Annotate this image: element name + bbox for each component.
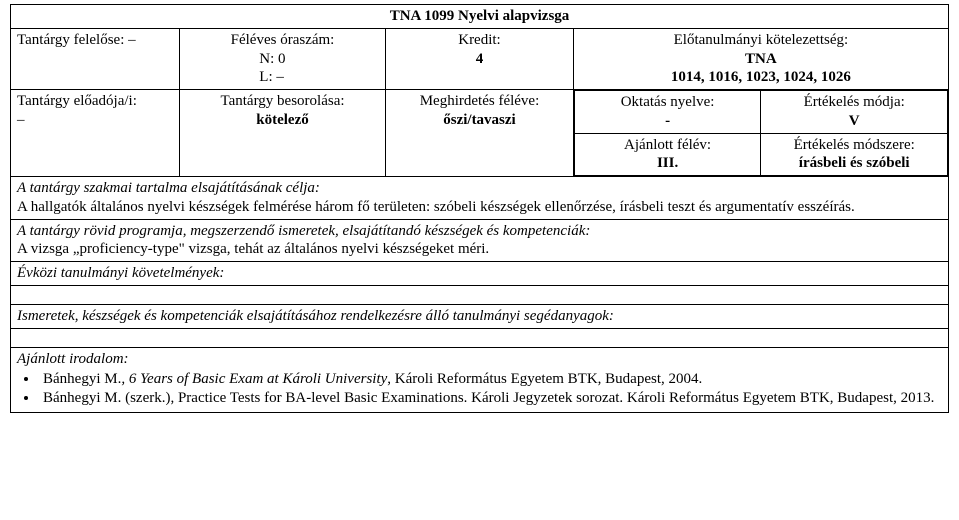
prereq-line1: TNA <box>580 50 942 69</box>
literature-list: Bánhegyi M., 6 Years of Basic Exam at Ká… <box>39 370 942 408</box>
lit-author: Bánhegyi M. <box>43 371 121 387</box>
classification-cell: Tantárgy besorolása: kötelező <box>179 90 385 177</box>
semester-cell: Ajánlott félév: III. <box>574 133 761 176</box>
lit-rest: , Károli Református Egyetem BTK, Budapes… <box>387 371 702 387</box>
assess-method-cell: Értékelés módszere: írásbeli és szóbeli <box>761 133 948 176</box>
announce-cell: Meghirdetés féléve: őszi/tavaszi <box>386 90 574 177</box>
semester-value: III. <box>581 154 755 173</box>
program-text: A vizsga „proficiency-type" vizsga, tehá… <box>17 240 942 259</box>
semester-label: Ajánlott félév: <box>581 136 755 155</box>
responsible-label: Tantárgy felelőse: – <box>17 32 136 48</box>
midterm-heading: Évközi tanulmányi követelmények: <box>17 265 224 281</box>
classification-label: Tantárgy besorolása: <box>186 92 379 111</box>
credit-label: Kredit: <box>392 31 567 50</box>
aim-cell: A tantárgy szakmai tartalma elsajátításá… <box>11 177 949 220</box>
prereq-line2: 1014, 1016, 1023, 1024, 1026 <box>580 68 942 87</box>
assess-method-label: Értékelés módszere: <box>767 136 941 155</box>
course-table: TNA 1099 Nyelvi alapvizsga Tantárgy fele… <box>10 4 949 413</box>
language-value: - <box>581 112 755 131</box>
classification-value: kötelező <box>186 111 379 130</box>
hours-n: N: 0 <box>259 51 285 67</box>
announce-label: Meghirdetés féléve: <box>392 92 567 111</box>
prereq-cell: Előtanulmányi kötelezettség: TNA 1014, 1… <box>573 28 948 89</box>
lecturer-label: Tantárgy előadója/i: <box>17 92 173 111</box>
materials-cell: Ismeretek, készségek és kompetenciák els… <box>11 304 949 328</box>
assess-mode-cell: Értékelés módja: V <box>761 91 948 134</box>
credit-cell: Kredit: 4 <box>386 28 574 89</box>
course-sheet: TNA 1099 Nyelvi alapvizsga Tantárgy fele… <box>0 0 959 423</box>
program-cell: A tantárgy rövid programja, megszerzendő… <box>11 219 949 262</box>
lecturer-value: – <box>17 111 173 130</box>
empty-row-2 <box>11 328 949 347</box>
midterm-cell: Évközi tanulmányi követelmények: <box>11 262 949 286</box>
aim-heading: A tantárgy szakmai tartalma elsajátításá… <box>17 179 942 198</box>
responsible-cell: Tantárgy felelőse: – <box>11 28 180 89</box>
right-grid: Oktatás nyelve: - Értékelés módja: V Ajá… <box>573 90 948 177</box>
aim-text: A hallgatók általános nyelvi készségek f… <box>17 198 942 217</box>
assess-method-value: írásbeli és szóbeli <box>767 154 941 173</box>
credit-value: 4 <box>392 50 567 69</box>
lit-author: Bánhegyi M. (szerk.) <box>43 390 170 406</box>
hours-label: Féléves óraszám: <box>186 31 379 50</box>
program-heading: A tantárgy rövid programja, megszerzendő… <box>17 222 942 241</box>
recommended-cell: Ajánlott irodalom: Bánhegyi M., 6 Years … <box>11 347 949 412</box>
recommended-heading: Ajánlott irodalom: <box>17 350 942 369</box>
lit-title: , 6 Years of Basic Exam at Károli Univer… <box>121 371 387 387</box>
lecturer-cell: Tantárgy előadója/i: – <box>11 90 180 177</box>
materials-heading: Ismeretek, készségek és kompetenciák els… <box>17 308 614 324</box>
assess-mode-value: V <box>767 112 941 131</box>
hours-l: L: – <box>259 69 284 85</box>
empty-row-1 <box>11 285 949 304</box>
prereq-label: Előtanulmányi kötelezettség: <box>580 31 942 50</box>
assess-mode-label: Értékelés módja: <box>767 93 941 112</box>
language-label: Oktatás nyelve: <box>581 93 755 112</box>
hours-cell: Féléves óraszám: N: 0 L: – <box>179 28 385 89</box>
list-item: Bánhegyi M. (szerk.), Practice Tests for… <box>39 389 942 408</box>
lit-tail: , Practice Tests for BA-level Basic Exam… <box>170 390 934 406</box>
course-title: TNA 1099 Nyelvi alapvizsga <box>11 5 949 29</box>
announce-value: őszi/tavaszi <box>392 111 567 130</box>
language-cell: Oktatás nyelve: - <box>574 91 761 134</box>
list-item: Bánhegyi M., 6 Years of Basic Exam at Ká… <box>39 370 942 389</box>
